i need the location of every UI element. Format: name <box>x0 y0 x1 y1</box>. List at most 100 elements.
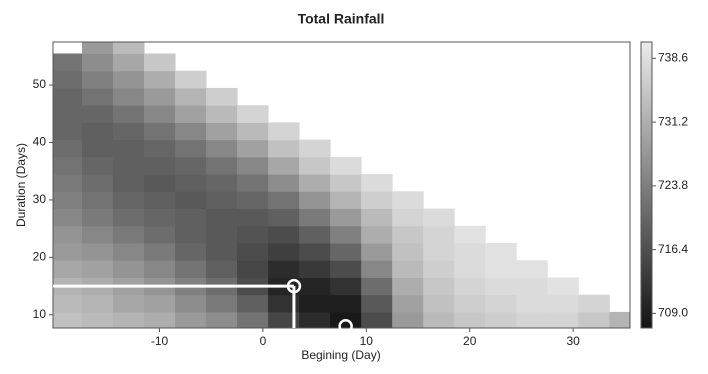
x-axis-label: Begining (Day) <box>301 348 380 362</box>
heat-cell <box>299 208 331 227</box>
heat-cell <box>112 105 145 123</box>
heat-cell <box>81 122 114 141</box>
heat-cell <box>361 294 393 313</box>
heat-cell <box>330 225 362 244</box>
heat-cell <box>330 208 362 227</box>
heatmap <box>53 42 630 328</box>
heat-cell <box>206 260 238 278</box>
colorbar-tick-label: 709.0 <box>658 306 688 320</box>
heat-cell <box>53 311 83 328</box>
heat-cell <box>361 191 393 210</box>
heat-cell <box>299 156 331 175</box>
heat-cell <box>516 277 548 296</box>
heat-cell <box>81 174 114 192</box>
heat-cell <box>392 208 424 227</box>
heat-cell <box>423 260 455 278</box>
heat-cell <box>81 87 114 106</box>
heat-cell <box>143 294 176 313</box>
heat-cell <box>330 294 362 313</box>
heat-cell <box>175 260 207 278</box>
heat-cell <box>454 260 486 278</box>
heat-cell <box>175 191 207 210</box>
heat-cell <box>237 243 269 261</box>
heat-cell <box>237 260 269 278</box>
heat-cell <box>392 225 424 244</box>
heat-cell <box>547 311 579 328</box>
heat-cell <box>81 225 114 244</box>
heat-cell <box>112 174 145 192</box>
heat-cell <box>268 122 300 141</box>
heat-cell <box>143 105 176 123</box>
plot-frame <box>52 41 631 329</box>
heat-cell <box>330 243 362 261</box>
x-tick-label: -10 <box>151 334 169 348</box>
x-tick-label: 30 <box>566 334 580 348</box>
heat-cell <box>454 277 486 296</box>
heat-cell <box>206 294 238 313</box>
heat-cell <box>516 260 548 278</box>
heat-cell <box>516 294 548 313</box>
heat-cell <box>206 225 238 244</box>
heat-cell <box>143 70 176 89</box>
heat-cell <box>299 191 331 210</box>
heat-cell <box>237 208 269 227</box>
heat-cell <box>206 87 238 106</box>
heat-cell <box>175 105 207 123</box>
heat-cell <box>423 294 455 313</box>
heat-cell <box>299 277 331 296</box>
heat-cell <box>175 243 207 261</box>
heat-cell <box>392 243 424 261</box>
heat-cell <box>81 191 114 210</box>
heat-cell <box>175 122 207 141</box>
heat-cell <box>299 260 331 278</box>
heat-cell <box>454 294 486 313</box>
heat-cell <box>237 156 269 175</box>
heat-cell <box>112 311 145 328</box>
y-tick-label: 50 <box>33 77 47 91</box>
heat-cell <box>175 225 207 244</box>
heat-cell <box>112 191 145 210</box>
heat-cell <box>143 191 176 210</box>
heat-cell <box>112 243 145 261</box>
heat-cell <box>53 122 83 141</box>
x-tick-label: 20 <box>463 334 477 348</box>
heat-cell <box>268 294 300 313</box>
heat-cell <box>392 191 424 210</box>
heat-cell <box>53 243 83 261</box>
heat-cell <box>175 294 207 313</box>
heat-cell <box>268 243 300 261</box>
heat-cell <box>423 311 455 328</box>
heat-cell <box>237 174 269 192</box>
heat-cell <box>81 139 114 158</box>
heat-cell <box>206 208 238 227</box>
heat-cell <box>81 70 114 89</box>
heat-cell <box>81 311 114 328</box>
heat-cell <box>143 208 176 227</box>
heat-cell <box>53 105 83 123</box>
heat-cell <box>392 277 424 296</box>
heat-cell <box>53 156 83 175</box>
heat-cell <box>268 139 300 158</box>
heat-cell <box>143 243 176 261</box>
heat-cell <box>81 243 114 261</box>
heat-cell <box>206 122 238 141</box>
heat-cell <box>454 311 486 328</box>
heat-cell <box>175 174 207 192</box>
heat-cell <box>206 174 238 192</box>
heat-cell <box>112 87 145 106</box>
colorbar-tick-label: 731.2 <box>658 114 688 128</box>
heat-cell <box>143 139 176 158</box>
heat-cell <box>237 122 269 141</box>
x-tick-label: 10 <box>360 334 374 348</box>
heat-cell <box>143 311 176 328</box>
colorbar-tick-label: 723.8 <box>658 178 688 192</box>
heat-cell <box>268 311 300 328</box>
heat-cell <box>81 42 114 54</box>
heat-cell <box>143 260 176 278</box>
heat-cell <box>112 139 145 158</box>
chart-title: Total Rainfall <box>298 11 385 27</box>
heat-cell <box>609 311 630 328</box>
heat-cell <box>423 225 455 244</box>
